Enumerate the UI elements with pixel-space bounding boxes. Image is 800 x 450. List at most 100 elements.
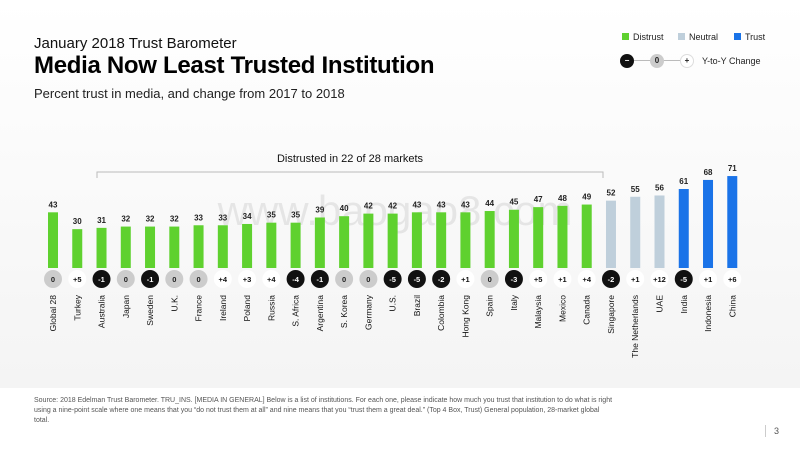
category-label: Mexico bbox=[557, 295, 567, 322]
category-label: U.S. bbox=[388, 295, 398, 312]
category-label: Germany bbox=[363, 294, 373, 330]
change-label: -4 bbox=[292, 275, 299, 284]
bar-value-label: 31 bbox=[97, 216, 106, 225]
category-label: Ireland bbox=[218, 295, 228, 321]
change-label: 0 bbox=[342, 275, 346, 284]
category-label: Hong Kong bbox=[460, 295, 470, 338]
change-label: 0 bbox=[124, 275, 128, 284]
category-label: Indonesia bbox=[703, 295, 713, 332]
bar bbox=[605, 200, 616, 268]
bar bbox=[557, 205, 568, 268]
bar bbox=[484, 211, 495, 268]
category-label: Malaysia bbox=[533, 295, 543, 329]
change-circle bbox=[359, 270, 378, 288]
bar-value-label: 32 bbox=[146, 215, 155, 224]
page-subtitle: Percent trust in media, and change from … bbox=[34, 86, 345, 101]
change-circle bbox=[504, 270, 523, 288]
category-label: Australia bbox=[97, 295, 107, 328]
bar bbox=[678, 189, 689, 268]
change-plus-circle: + bbox=[680, 54, 694, 68]
bar-value-label: 55 bbox=[631, 185, 640, 194]
change-label: +1 bbox=[461, 275, 470, 284]
change-circle bbox=[553, 270, 572, 288]
bar bbox=[217, 225, 228, 268]
category-label: Canada bbox=[582, 295, 592, 325]
change-circle bbox=[650, 270, 669, 288]
bar-value-label: 56 bbox=[655, 183, 664, 192]
bar bbox=[96, 227, 107, 268]
bar bbox=[508, 209, 519, 268]
change-label: +5 bbox=[73, 275, 82, 284]
bar bbox=[654, 195, 665, 268]
change-circle bbox=[213, 270, 232, 288]
category-label: The Netherlands bbox=[630, 295, 640, 358]
bar-value-label: 48 bbox=[558, 194, 567, 203]
bar-value-label: 61 bbox=[679, 177, 688, 186]
bar-value-label: 52 bbox=[607, 189, 616, 198]
change-label: -5 bbox=[680, 275, 687, 284]
bar bbox=[339, 216, 350, 268]
change-circle bbox=[699, 270, 718, 288]
bar bbox=[72, 229, 83, 268]
bar bbox=[193, 225, 204, 268]
change-label: -5 bbox=[389, 275, 396, 284]
annotation-text: Distrusted in 22 of 28 markets bbox=[277, 153, 424, 165]
change-circle bbox=[165, 270, 184, 288]
bar-value-label: 39 bbox=[315, 205, 324, 214]
change-circle bbox=[480, 270, 499, 288]
bar-value-label: 32 bbox=[170, 215, 179, 224]
bar-value-label: 42 bbox=[364, 202, 373, 211]
annotation-bracket-line bbox=[96, 171, 604, 178]
change-legend-label: Y-to-Y Change bbox=[702, 56, 761, 66]
change-minus-circle: − bbox=[620, 54, 634, 68]
bar bbox=[387, 213, 398, 268]
page-title: Media Now Least Trusted Institution bbox=[34, 52, 435, 79]
category-label: S. Africa bbox=[291, 295, 301, 327]
bar-value-label: 40 bbox=[340, 204, 349, 213]
change-circle bbox=[310, 270, 329, 288]
change-zero-circle: 0 bbox=[650, 54, 664, 68]
category-label: Brazil bbox=[412, 295, 422, 316]
change-circle bbox=[189, 270, 208, 288]
change-label: 0 bbox=[51, 275, 55, 284]
change-label: 0 bbox=[488, 275, 492, 284]
bar bbox=[630, 196, 641, 268]
change-circle bbox=[68, 270, 87, 288]
category-label: Sweden bbox=[145, 295, 155, 326]
bar-value-label: 35 bbox=[267, 211, 276, 220]
bar-value-label: 43 bbox=[49, 200, 58, 209]
change-circle bbox=[723, 270, 742, 288]
change-circle bbox=[432, 270, 451, 288]
bar-value-label: 49 bbox=[582, 193, 591, 202]
bar-value-label: 30 bbox=[73, 217, 82, 226]
legend-trust-swatch bbox=[734, 33, 741, 40]
change-circle bbox=[238, 270, 257, 288]
category-label: Poland bbox=[242, 295, 252, 322]
change-label: -3 bbox=[511, 275, 518, 284]
bar-value-label: 68 bbox=[704, 168, 713, 177]
change-label: -1 bbox=[147, 275, 154, 284]
category-label: Singapore bbox=[606, 295, 616, 334]
category-label: Russia bbox=[266, 295, 276, 321]
change-circle bbox=[335, 270, 354, 288]
bar-value-label: 32 bbox=[121, 215, 130, 224]
bar-value-label: 42 bbox=[388, 202, 397, 211]
bar bbox=[533, 207, 544, 268]
report-kicker: January 2018 Trust Barometer bbox=[34, 35, 237, 52]
change-circle bbox=[529, 270, 548, 288]
bar-value-label: 34 bbox=[243, 212, 252, 221]
change-label: -1 bbox=[317, 275, 324, 284]
bar-value-label: 44 bbox=[485, 199, 494, 208]
annotation-bracket: Distrusted in 22 of 28 markets bbox=[96, 153, 604, 178]
bar-value-label: 35 bbox=[291, 211, 300, 220]
change-circle bbox=[626, 270, 645, 288]
footer-source: Source: 2018 Edelman Trust Barometer. TR… bbox=[34, 397, 613, 424]
category-label: U.K. bbox=[169, 295, 179, 312]
change-label: +4 bbox=[219, 275, 228, 284]
legend-neutral-label: Neutral bbox=[689, 32, 719, 42]
bar bbox=[242, 223, 253, 268]
change-label: 0 bbox=[172, 275, 176, 284]
bar bbox=[314, 217, 325, 268]
legend-trust-label: Trust bbox=[745, 32, 766, 42]
category-label: Global 28 bbox=[48, 295, 58, 332]
